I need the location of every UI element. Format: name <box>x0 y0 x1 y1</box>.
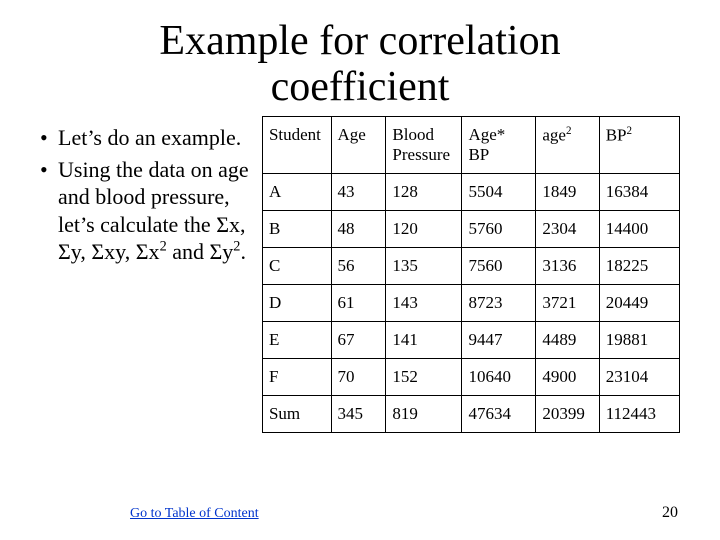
table-cell: E <box>262 322 331 359</box>
table-cell: A <box>262 174 331 211</box>
table-row: Sum3458194763420399112443 <box>262 396 679 433</box>
table-row: D611438723372120449 <box>262 285 679 322</box>
table-cell: 9447 <box>462 322 536 359</box>
table-row: A431285504184916384 <box>262 174 679 211</box>
table-cell: 47634 <box>462 396 536 433</box>
bullet-list: Let’s do an example. Using the data on a… <box>40 116 252 270</box>
header-base: age <box>542 126 566 145</box>
table-cell: 18225 <box>599 248 679 285</box>
col-header-bp: Blood Pressure <box>386 117 462 174</box>
table-row: F7015210640490023104 <box>262 359 679 396</box>
table-cell: 345 <box>331 396 386 433</box>
table-cell: 10640 <box>462 359 536 396</box>
slide: Example for correlation coefficient Let’… <box>0 0 720 540</box>
bullet-text: Let’s do an example. <box>58 125 241 150</box>
table-cell: 70 <box>331 359 386 396</box>
table-cell: 112443 <box>599 396 679 433</box>
table-row: C561357560313618225 <box>262 248 679 285</box>
table-cell: 4489 <box>536 322 599 359</box>
table-cell: 3136 <box>536 248 599 285</box>
table-header-row: Student Age Blood Pressure Age* BP age2 … <box>262 117 679 174</box>
bullet-item: Let’s do an example. <box>40 124 252 152</box>
table-cell: 2304 <box>536 211 599 248</box>
table-body: A431285504184916384B481205760230414400C5… <box>262 174 679 433</box>
table-head: Student Age Blood Pressure Age* BP age2 … <box>262 117 679 174</box>
table-cell: B <box>262 211 331 248</box>
header-sup: 2 <box>566 125 572 137</box>
table-row: B481205760230414400 <box>262 211 679 248</box>
header-base: BP <box>606 126 627 145</box>
table-cell: 141 <box>386 322 462 359</box>
table-cell: 61 <box>331 285 386 322</box>
table-cell: 20449 <box>599 285 679 322</box>
superscript: 2 <box>160 239 167 255</box>
table-cell: 43 <box>331 174 386 211</box>
table-cell: 4900 <box>536 359 599 396</box>
table-cell: 16384 <box>599 174 679 211</box>
table-cell: 819 <box>386 396 462 433</box>
table-cell: D <box>262 285 331 322</box>
bullet-item: Using the data on age and blood pressure… <box>40 156 252 266</box>
col-header-agexbp: Age* BP <box>462 117 536 174</box>
header-sup: 2 <box>626 125 632 137</box>
toc-link[interactable]: Go to Table of Content <box>130 506 259 522</box>
table-cell: 152 <box>386 359 462 396</box>
table-cell: 5504 <box>462 174 536 211</box>
table-cell: C <box>262 248 331 285</box>
table-cell: 7560 <box>462 248 536 285</box>
col-header-bp2: BP2 <box>599 117 679 174</box>
table-row: E671419447448919881 <box>262 322 679 359</box>
table-cell: 19881 <box>599 322 679 359</box>
col-header-age: Age <box>331 117 386 174</box>
table-cell: F <box>262 359 331 396</box>
table-cell: 8723 <box>462 285 536 322</box>
table-cell: 14400 <box>599 211 679 248</box>
table-cell: 67 <box>331 322 386 359</box>
title-line-1: Example for correlation <box>159 18 560 64</box>
table-cell: 5760 <box>462 211 536 248</box>
table-cell: 128 <box>386 174 462 211</box>
title-line-2: coefficient <box>271 64 450 110</box>
table-cell: 48 <box>331 211 386 248</box>
page-number: 20 <box>662 504 678 522</box>
table-cell: Sum <box>262 396 331 433</box>
col-header-student: Student <box>262 117 331 174</box>
table-cell: 3721 <box>536 285 599 322</box>
slide-title: Example for correlation coefficient <box>40 18 680 110</box>
bullet-text-part: and Σy <box>167 239 234 264</box>
table-cell: 23104 <box>599 359 679 396</box>
content-row: Let’s do an example. Using the data on a… <box>40 116 680 433</box>
bullet-text-part: . <box>240 239 246 264</box>
data-table: Student Age Blood Pressure Age* BP age2 … <box>262 116 680 433</box>
table-cell: 1849 <box>536 174 599 211</box>
table-cell: 56 <box>331 248 386 285</box>
table-cell: 20399 <box>536 396 599 433</box>
table-cell: 120 <box>386 211 462 248</box>
col-header-age2: age2 <box>536 117 599 174</box>
table-cell: 143 <box>386 285 462 322</box>
table-cell: 135 <box>386 248 462 285</box>
